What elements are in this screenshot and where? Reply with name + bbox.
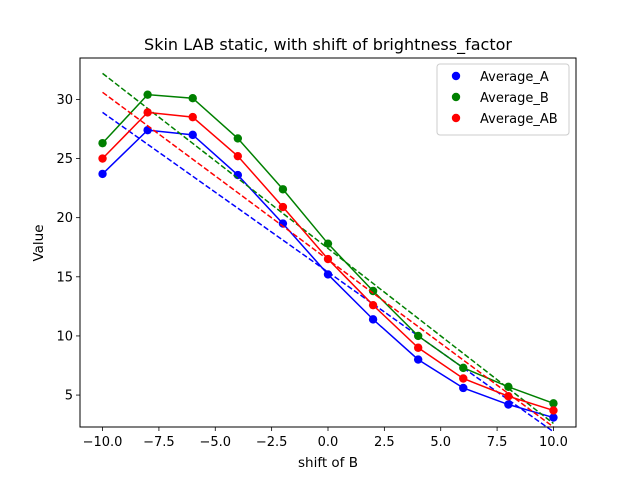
y-tick-label: 25	[56, 152, 73, 167]
y-tick-label: 15	[56, 270, 73, 285]
data-point-Average_B-0	[98, 138, 107, 148]
series-Average_AB	[98, 91, 558, 428]
data-point-Average_B-4	[278, 185, 288, 194]
data-point-Average_A-6	[368, 315, 378, 324]
data-point-Average_B-7	[413, 331, 423, 341]
trend-line-Average_A	[102, 111, 554, 433]
x-tick-label: 5.0	[430, 435, 451, 450]
data-point-Average_B-10	[549, 399, 558, 408]
x-axis-label: shift of B	[298, 455, 358, 471]
data-point-Average_AB-1	[143, 108, 152, 117]
data-point-Average_B-3	[233, 134, 243, 143]
trend-line-Average_B	[102, 72, 554, 425]
x-tick-label: −10.0	[83, 435, 123, 450]
data-point-Average_AB-7	[413, 343, 423, 352]
data-point-Average_AB-4	[278, 202, 288, 212]
series-Average_B	[98, 72, 558, 425]
y-tick-label: 20	[56, 211, 73, 226]
data-point-Average_AB-3	[233, 151, 243, 161]
data-point-Average_B-6	[368, 286, 378, 296]
data-point-Average_B-8	[459, 363, 468, 373]
data-point-Average_A-8	[459, 383, 468, 393]
y-tick-label: 5	[65, 389, 73, 404]
legend: Average_A Average_B Average_AB	[436, 63, 570, 136]
y-tick-label: 30	[56, 93, 73, 108]
legend-box	[436, 63, 570, 136]
data-point-Average_A-0	[98, 169, 107, 179]
data-point-Average_A-7	[413, 355, 423, 364]
x-tick-label: −7.5	[143, 435, 175, 450]
data-point-Average_AB-0	[98, 154, 107, 163]
x-tick-label: 7.5	[487, 435, 508, 450]
legend-marker-Average_B	[451, 92, 461, 102]
y-axis: 5 10 15 20 25 30	[56, 93, 80, 404]
x-tick-label: −5.0	[199, 435, 231, 450]
legend-label-Average_B: Average_B	[480, 91, 549, 106]
data-point-Average_A-2	[188, 130, 197, 140]
data-point-Average_B-5	[323, 239, 333, 248]
x-tick-label: 0.0	[318, 435, 339, 450]
series-Average_A	[98, 111, 558, 433]
data-point-Average_A-5	[323, 270, 333, 279]
x-axis: −10.0 −7.5 −5.0 −2.5 0.0 2.5 5.0 7.5 10.0	[83, 427, 568, 450]
legend-label-Average_AB: Average_AB	[480, 112, 558, 127]
legend-marker-Average_AB	[451, 113, 461, 123]
x-tick-label: 10.0	[539, 435, 568, 450]
data-point-Average_B-2	[188, 94, 197, 103]
data-point-Average_AB-9	[504, 392, 513, 401]
y-axis-label: Value	[31, 224, 47, 261]
data-point-Average_AB-5	[323, 254, 333, 264]
x-tick-label: 2.5	[374, 435, 395, 450]
plot-area	[98, 72, 558, 433]
legend-label-Average_A: Average_A	[480, 70, 549, 85]
data-point-Average_AB-10	[549, 406, 558, 415]
data-point-Average_AB-6	[368, 300, 378, 310]
data-point-Average_A-4	[278, 219, 288, 228]
data-point-Average_AB-2	[188, 112, 197, 122]
data-point-Average_A-10	[549, 413, 558, 422]
data-point-Average_A-9	[504, 400, 513, 409]
data-point-Average_AB-8	[459, 374, 468, 383]
y-tick-label: 10	[56, 329, 73, 344]
chart-title: Skin LAB static, with shift of brightnes…	[144, 35, 512, 55]
x-tick-label: −2.5	[256, 435, 288, 450]
data-point-Average_B-9	[504, 382, 513, 391]
data-point-Average_B-1	[143, 90, 152, 99]
legend-marker-Average_A	[451, 71, 461, 81]
